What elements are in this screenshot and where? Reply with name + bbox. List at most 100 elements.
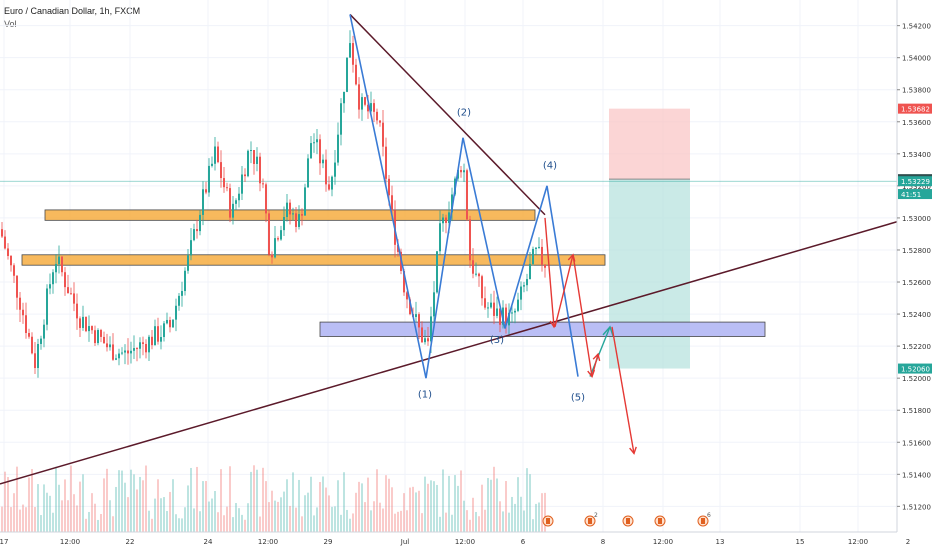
time-tick-label: 22 (126, 538, 135, 546)
projection-5-head (629, 446, 637, 455)
volume-bar (505, 481, 507, 532)
candle-body (85, 316, 87, 332)
volume-bar (346, 509, 348, 532)
volume-bar (361, 483, 363, 532)
volume-bar (292, 472, 294, 532)
price-badge-label: 41:51 (901, 191, 921, 199)
volume-bar (307, 492, 309, 532)
volume-bar (235, 503, 237, 532)
candle-body (268, 213, 270, 255)
time-tick-label: 12:00 (848, 538, 868, 546)
volume-bar (541, 493, 543, 532)
volume-bar (439, 516, 441, 532)
candle-body (196, 229, 198, 232)
candle-body (139, 342, 141, 349)
candle-body (163, 323, 165, 338)
volume-bar (493, 466, 495, 532)
candle-body (190, 240, 192, 256)
volume-bar (73, 494, 75, 532)
volume-bar (328, 495, 330, 532)
volume-bar (532, 519, 534, 532)
volume-bar (535, 503, 537, 532)
volume-bar (397, 511, 399, 532)
candle-body (526, 279, 528, 286)
candle-body (409, 299, 411, 315)
candle-body (1, 229, 3, 237)
candle-body (154, 326, 156, 346)
volume-bar (184, 507, 186, 532)
candle-body (376, 111, 378, 121)
volume-bar (175, 514, 177, 532)
price-tick-label: 1.53200 (902, 183, 931, 191)
wave-label: (2) (457, 107, 471, 118)
volume-bar (526, 468, 528, 532)
volume-bar (241, 514, 243, 532)
volume-bar (88, 511, 90, 532)
volume-bar (193, 508, 195, 532)
candle-body (49, 284, 51, 289)
candle-body (82, 316, 84, 328)
candle-body (481, 276, 483, 299)
volume-bar (271, 490, 273, 532)
candle-body (382, 122, 384, 147)
volume-bar (280, 497, 282, 532)
candle-body (403, 270, 405, 293)
volume-bar (142, 480, 144, 532)
price-tick-label: 1.51600 (902, 439, 931, 447)
candle-body (490, 302, 492, 308)
candle-body (253, 150, 255, 164)
volume-bar (385, 475, 387, 532)
volume-bar (1, 506, 3, 532)
price-tick-label: 1.51400 (902, 471, 931, 479)
candle-body (247, 150, 249, 177)
candle-body (469, 219, 471, 261)
candle-body (256, 156, 258, 164)
candle-body (229, 188, 231, 218)
candle-body (313, 142, 315, 144)
volume-bar (274, 500, 276, 532)
projection-1 (544, 217, 555, 327)
volume-bar (121, 470, 123, 532)
candle-body (142, 342, 144, 344)
candle-body (169, 319, 171, 328)
volume-bar (43, 484, 45, 532)
candle-body (31, 336, 33, 354)
volume-bar (109, 500, 111, 532)
candle-body (22, 309, 24, 316)
volume-bar (325, 487, 327, 532)
volume-bar (205, 481, 207, 532)
volume-bar (253, 465, 255, 532)
volume-bar (136, 489, 138, 532)
candle-body (100, 329, 102, 337)
candle-body (301, 214, 303, 216)
volume-bar (295, 507, 297, 532)
candle-body (151, 336, 153, 346)
candle-body (184, 270, 186, 292)
volume-bar (289, 505, 291, 532)
volume-bar (247, 503, 249, 532)
volume-bar (145, 465, 147, 532)
candle-body (220, 162, 222, 179)
candle-body (292, 213, 294, 215)
candle-body (79, 318, 81, 328)
volume-bar (277, 501, 279, 532)
candle-body (460, 169, 462, 173)
candle-body (337, 134, 339, 163)
candle-body (118, 353, 120, 359)
volume-bar (382, 508, 384, 532)
candle-body (433, 292, 435, 317)
candle-body (487, 307, 489, 309)
candle-body (55, 263, 57, 273)
volume-bar (487, 478, 489, 532)
candle-body (484, 298, 486, 308)
volume-bar (340, 514, 342, 532)
volume-bar (31, 469, 33, 532)
candle-body (517, 299, 519, 311)
volume-bar (358, 481, 360, 532)
candle-body (334, 162, 336, 177)
volume-bar (199, 511, 201, 532)
volume-bar (313, 515, 315, 532)
volume-bar (316, 507, 318, 532)
